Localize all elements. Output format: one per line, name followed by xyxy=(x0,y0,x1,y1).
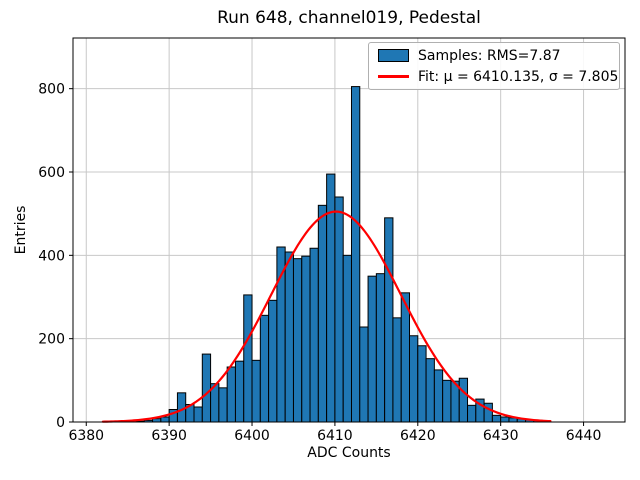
x-tick-label: 6420 xyxy=(400,428,436,444)
histogram-bar xyxy=(500,416,510,423)
histogram-bar xyxy=(417,345,427,423)
histogram-bar xyxy=(375,273,386,423)
x-tick-label: 6440 xyxy=(566,428,602,444)
histogram-bar xyxy=(433,369,444,423)
histogram-bar xyxy=(342,254,352,423)
histogram-bar xyxy=(259,314,270,423)
histogram-bar xyxy=(234,360,245,423)
histogram-bar xyxy=(301,255,311,423)
histogram-bar xyxy=(201,353,212,423)
fit-line-swatch-icon xyxy=(378,75,409,78)
histogram-bar xyxy=(334,196,344,423)
axes-frame xyxy=(72,37,626,423)
y-tick-label: 200 xyxy=(38,332,65,348)
histogram-bar xyxy=(292,258,303,423)
histogram-swatch-icon xyxy=(378,49,409,62)
histogram-bar xyxy=(359,326,369,423)
legend: Samples: RMS=7.87 Fit: μ = 6410.135, σ =… xyxy=(368,42,620,90)
tick-marks xyxy=(69,88,585,426)
histogram-bar xyxy=(268,299,278,423)
histogram-bar xyxy=(458,377,469,423)
histogram-bar xyxy=(309,247,319,423)
histogram-bars xyxy=(135,86,551,423)
chart-title: Run 648, channel019, Pedestal xyxy=(217,8,481,28)
histogram-bar xyxy=(491,414,502,423)
y-tick-label: 0 xyxy=(56,415,65,431)
legend-entry-samples: Samples: RMS=7.87 xyxy=(369,45,619,66)
histogram-bar xyxy=(384,217,394,423)
x-tick-label: 6380 xyxy=(68,428,104,444)
histogram-bar xyxy=(467,404,477,423)
x-tick-label: 6430 xyxy=(483,428,519,444)
histogram-bar xyxy=(226,366,236,423)
y-tick-label: 800 xyxy=(38,82,65,98)
fit-curve xyxy=(101,210,552,423)
histogram-bar xyxy=(483,402,493,423)
y-tick-label: 600 xyxy=(38,165,65,181)
legend-samples-label: Samples: RMS=7.87 xyxy=(418,47,561,64)
histogram-bar xyxy=(409,335,419,423)
legend-fit-label: Fit: μ = 6410.135, σ = 7.805 xyxy=(418,68,619,85)
histogram-bar xyxy=(392,317,402,423)
histogram-bar xyxy=(350,86,361,423)
histogram-bar xyxy=(317,204,328,423)
tick-labels: 6380 6390 6400 6410 6420 6430 6440 0 200 400 600 80… xyxy=(38,82,601,444)
histogram-bar xyxy=(367,275,377,423)
histogram-bar xyxy=(218,387,228,423)
histogram-bar xyxy=(243,294,253,423)
x-tick-label: 6400 xyxy=(234,428,270,444)
histogram-bar xyxy=(400,292,411,423)
histogram-bar xyxy=(193,406,203,423)
x-tick-label: 6410 xyxy=(317,428,353,444)
histogram-bar xyxy=(442,379,452,423)
histogram-bar xyxy=(284,251,294,423)
histogram-bar xyxy=(425,358,435,423)
x-axis-label: ADC Counts xyxy=(307,445,391,461)
histogram-bar xyxy=(251,359,261,423)
legend-entry-fit: Fit: μ = 6410.135, σ = 7.805 xyxy=(369,66,619,87)
y-axis-label: Entries xyxy=(13,205,29,255)
x-tick-label: 6390 xyxy=(151,428,187,444)
histogram-bar xyxy=(160,416,170,423)
y-tick-label: 400 xyxy=(38,248,65,264)
